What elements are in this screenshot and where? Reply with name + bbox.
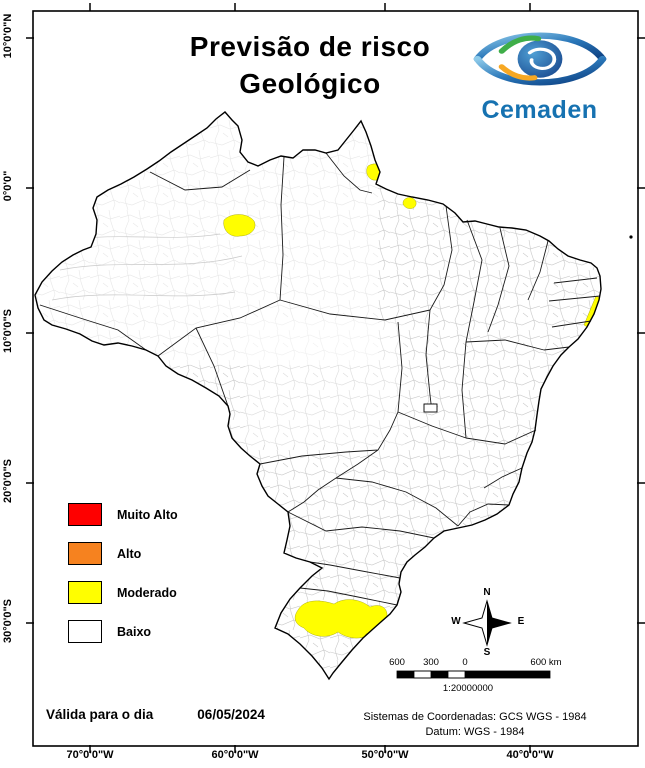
coordinate-system-line: Sistemas de Coordenadas: GCS WGS - 1984 — [363, 711, 587, 723]
legend-label-alto: Alto — [117, 546, 142, 561]
compass-north-label: N — [483, 587, 491, 598]
scale-ratio: 1:20000000 — [442, 683, 494, 694]
lat-label-30s: 30°0'0"S — [2, 598, 14, 644]
lat-label-20s: 20°0'0"S — [2, 458, 14, 504]
legend-swatch-moderado — [68, 581, 102, 604]
federal-district-box — [423, 403, 438, 413]
risk-area-para — [402, 197, 417, 209]
legend-label-baixo: Baixo — [117, 624, 152, 639]
lat-label-10s: 10°0'0"S — [2, 308, 14, 354]
compass-east-label: E — [517, 616, 525, 627]
state-boundaries — [39, 152, 601, 606]
lon-label-70w: 70°0'0"W — [66, 749, 114, 761]
cemaden-logo: Cemaden — [462, 20, 617, 125]
lon-label-60w: 60°0'0"W — [211, 749, 259, 761]
lon-label-50w: 50°0'0"W — [361, 749, 409, 761]
scale-bar-segments — [396, 670, 551, 679]
legend-item-alto: Alto — [68, 534, 178, 573]
cemaden-eye-icon — [473, 32, 606, 86]
island-dot — [629, 235, 633, 239]
legend-item-baixo: Baixo — [68, 612, 178, 651]
legend-swatch-alto — [68, 542, 102, 565]
compass-west-label: W — [451, 616, 461, 627]
compass-south-label: S — [483, 647, 491, 658]
legend-label-muito-alto: Muito Alto — [117, 507, 178, 522]
page-title-line1: Previsão de risco — [189, 31, 431, 62]
legend-item-muito-alto: Muito Alto — [68, 495, 178, 534]
legend: Muito Alto Alto Moderado Baixo — [68, 495, 178, 651]
cemaden-logo-text: Cemaden — [481, 96, 598, 124]
page-title: Previsão de risco Geológico — [110, 28, 510, 102]
brazil-outline — [34, 111, 602, 681]
legend-label-moderado: Moderado — [117, 585, 177, 600]
validity-row: Válida para o dia 06/05/2024 — [46, 707, 265, 722]
page-title-line2: Geológico — [239, 68, 381, 99]
lon-label-40w: 40°0'0"W — [506, 749, 554, 761]
legend-swatch-baixo — [68, 620, 102, 643]
lat-label-10n: 10°0'0"N — [2, 13, 14, 59]
scale-label-600-left: 600 — [389, 657, 405, 668]
scale-label-600-km: 600 km — [530, 657, 562, 668]
legend-item-moderado: Moderado — [68, 573, 178, 612]
legend-swatch-muito-alto — [68, 503, 102, 526]
compass-star-icon — [462, 599, 512, 647]
longitude-ticks — [89, 3, 531, 753]
scale-label-300: 300 — [423, 657, 439, 668]
datum-line: Datum: WGS - 1984 — [425, 726, 525, 738]
latitude-ticks — [26, 37, 645, 624]
validity-label: Válida para o dia — [46, 707, 154, 722]
scale-label-0: 0 — [462, 657, 468, 668]
lat-label-0: 0°0'0" — [2, 170, 14, 202]
validity-date: 06/05/2024 — [197, 707, 265, 722]
risk-area-amazonas — [223, 214, 256, 237]
